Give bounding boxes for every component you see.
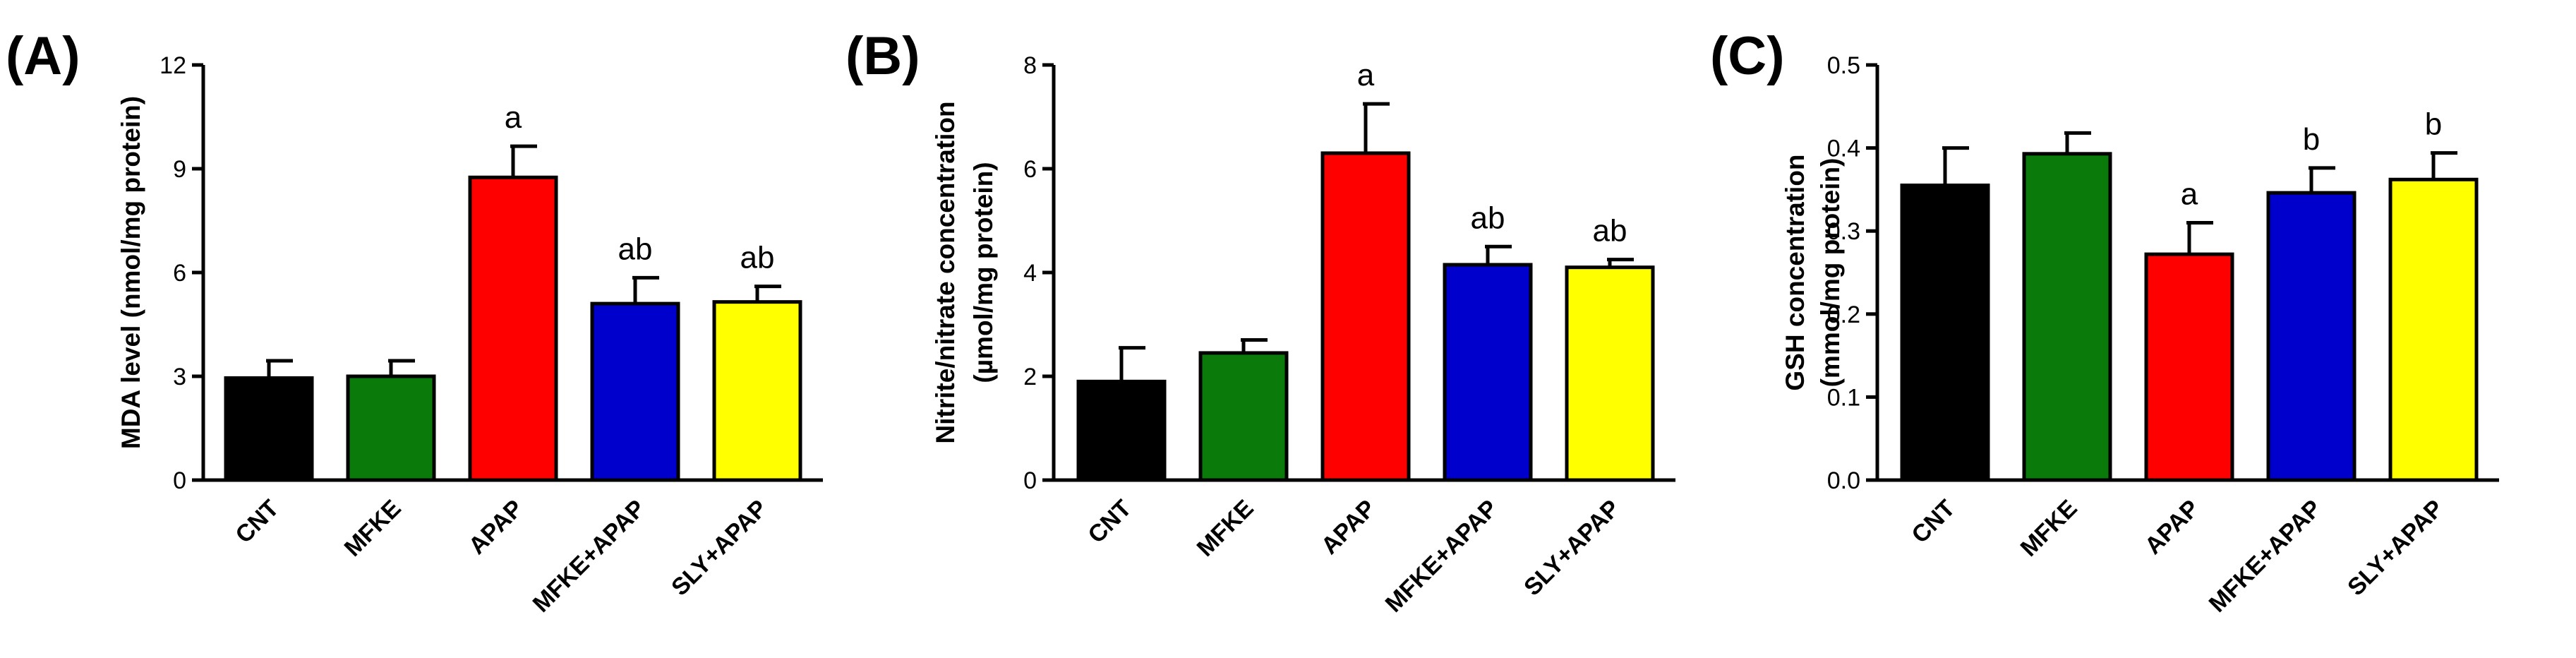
bar-sly-plus-apap bbox=[1565, 265, 1655, 482]
significance-label: ab bbox=[740, 241, 775, 275]
x-tick-label: APAP bbox=[1316, 495, 1381, 560]
y-axis-label: (mmol/mg protein) bbox=[1816, 158, 1845, 388]
x-tick-label: CNT bbox=[1083, 495, 1136, 549]
y-axis-label: GSH concentration bbox=[1781, 154, 1810, 390]
bar-sly-plus-apap bbox=[2388, 177, 2479, 482]
y-tick-label: 0 bbox=[173, 467, 186, 494]
y-tick-label: 9 bbox=[173, 156, 186, 183]
x-tick-label: MFKE bbox=[1192, 495, 1259, 562]
bar-apap bbox=[2144, 252, 2234, 482]
y-tick-label: 0.0 bbox=[1827, 467, 1860, 494]
significance-label: a bbox=[505, 100, 522, 135]
bar-mfke-plus-apap bbox=[2266, 191, 2357, 482]
x-tick-label: MFKE bbox=[2016, 495, 2083, 562]
significance-label: a bbox=[2181, 177, 2198, 211]
bar-mfke bbox=[346, 374, 436, 482]
bar-sly-plus-apap bbox=[712, 300, 802, 482]
y-tick-label: 0.2 bbox=[1827, 301, 1860, 328]
x-tick-label: MFKE+APAP bbox=[1380, 495, 1503, 618]
y-tick-label: 6 bbox=[173, 260, 186, 287]
y-tick-label: 0 bbox=[1023, 467, 1037, 494]
bar-apap bbox=[468, 175, 558, 482]
y-tick-label: 6 bbox=[1023, 156, 1037, 183]
y-axis-label: (µmol/mg protein) bbox=[969, 162, 998, 383]
chart-panel-a: (A) MDA level (nmol/mg protein) 0 3 6 9 12 CNT M… bbox=[6, 26, 823, 618]
bar-apap bbox=[1320, 151, 1411, 482]
y-tick-label: 0.4 bbox=[1827, 136, 1860, 162]
significance-label: b bbox=[2303, 122, 2320, 157]
significance-label: ab bbox=[1471, 201, 1505, 235]
significance-label: a bbox=[1357, 58, 1375, 92]
bar-mfke bbox=[1198, 351, 1289, 482]
y-tick-label: 4 bbox=[1023, 260, 1037, 287]
y-axis-label: MDA level (nmol/mg protein) bbox=[116, 96, 145, 449]
y-tick-label: 12 bbox=[160, 52, 186, 79]
significance-label: ab bbox=[618, 232, 653, 266]
x-tick-label: SLY+APAP bbox=[666, 495, 772, 601]
bar-mfke-plus-apap bbox=[1443, 263, 1533, 482]
chart-panel-c: (C) GSH concentration (mmol/mg protein) 0.0… bbox=[1710, 26, 2499, 618]
x-tick-label: MFKE bbox=[339, 495, 407, 562]
y-tick-label: 2 bbox=[1023, 364, 1037, 390]
significance-label: b bbox=[2425, 107, 2442, 142]
y-tick-label: 3 bbox=[173, 364, 186, 390]
x-tick-label: CNT bbox=[1906, 495, 1960, 549]
panel-label: (A) bbox=[6, 26, 80, 86]
bar-cnt bbox=[1900, 184, 1990, 482]
y-tick-label: 0.1 bbox=[1827, 384, 1860, 411]
chart-panel-b: (B) Nitrite/nitrate concentration (µmol/mg… bbox=[845, 26, 1675, 618]
bar-mfke bbox=[2022, 152, 2112, 482]
panel-label: (B) bbox=[845, 26, 920, 86]
significance-label: ab bbox=[1593, 214, 1627, 249]
y-tick-label: 0.3 bbox=[1827, 218, 1860, 245]
x-tick-label: SLY+APAP bbox=[1519, 495, 1625, 601]
y-tick-label: 0.5 bbox=[1827, 52, 1860, 79]
x-tick-label: APAP bbox=[2140, 495, 2205, 560]
y-tick-label: 8 bbox=[1023, 52, 1037, 79]
bar-cnt bbox=[1076, 379, 1167, 482]
bar-mfke-plus-apap bbox=[590, 301, 680, 482]
y-axis-label: Nitrite/nitrate concentration bbox=[931, 101, 960, 443]
x-tick-label: SLY+APAP bbox=[2342, 495, 2448, 601]
x-tick-label: APAP bbox=[464, 495, 529, 560]
bar-cnt bbox=[224, 376, 314, 482]
x-tick-label: MFKE+APAP bbox=[2204, 495, 2327, 618]
x-tick-label: CNT bbox=[230, 495, 284, 549]
x-tick-label: MFKE+APAP bbox=[528, 495, 651, 618]
panel-label: (C) bbox=[1710, 26, 1785, 86]
